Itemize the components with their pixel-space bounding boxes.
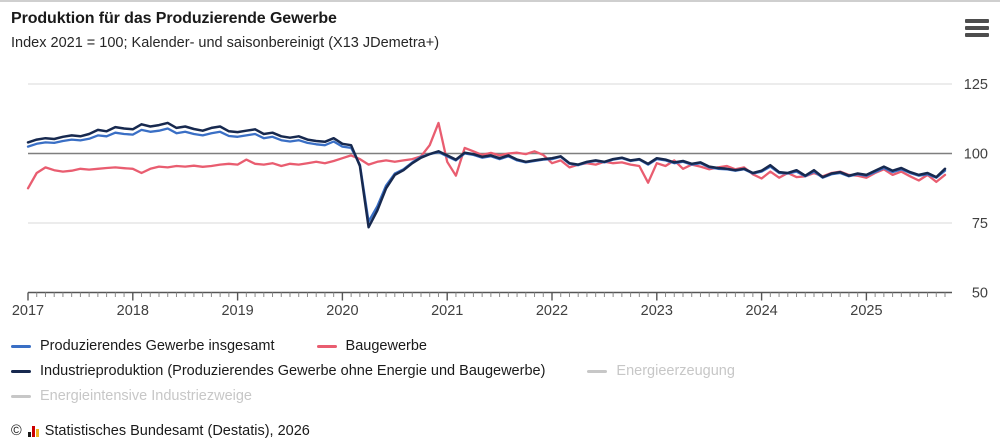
hamburger-icon (965, 33, 989, 37)
series-line-navy (26, 121, 947, 229)
source-text: Statistisches Bundesamt (Destatis), 2026 (44, 423, 310, 439)
legend-label: Energieintensive Industriezweige (40, 388, 252, 404)
legend-item-2[interactable]: Baugewerbe (316, 338, 427, 354)
chart-title: Produktion für das Produzierende Gewerbe (11, 10, 337, 27)
x-axis: 2017 2018 2019 2020 2021 2022 2023 2024 2025 (12, 291, 952, 319)
legend-swatch-icon (587, 369, 608, 373)
legend-label: Energieerzeugung (616, 363, 735, 379)
series-line-pink (26, 121, 947, 190)
legend-label: Industrieproduktion (Produzierendes Gewe… (40, 363, 546, 379)
legend-item-5[interactable]: Energieintensive Industriezweige (11, 388, 252, 404)
legend-item-3[interactable]: Industrieproduktion (Produzierendes Gewe… (11, 363, 545, 379)
x-axis-label: 2024 (745, 303, 777, 319)
y-axis-label: 50 (972, 286, 988, 302)
destatis-logo-icon (27, 425, 39, 437)
x-axis-label: 2023 (641, 303, 673, 319)
series-lines (26, 121, 947, 229)
legend-swatch-icon (11, 369, 31, 373)
copyright-symbol: © (11, 423, 22, 439)
x-axis-label: 2019 (221, 303, 253, 319)
y-axis: 50 75 100 125 (964, 77, 988, 302)
chart-canvas[interactable]: 2017 2018 2019 2020 2021 2022 2023 2024 2025 50 75… (0, 2, 1000, 332)
legend-item-4[interactable]: Energieerzeugung (587, 363, 735, 379)
chart-subtitle: Index 2021 = 100; Kalender- und saisonbe… (11, 35, 440, 51)
legend-swatch-icon (316, 344, 337, 348)
x-axis-label: 2021 (431, 303, 463, 319)
legend-swatch-icon (11, 344, 31, 348)
legend: Produzierendes Gewerbe insgesamt Baugewer… (11, 338, 956, 404)
legend-swatch-icon (11, 394, 31, 398)
legend-label: Produzierendes Gewerbe insgesamt (40, 338, 275, 354)
x-axis-label: 2018 (117, 303, 149, 319)
y-axis-label: 125 (964, 77, 988, 93)
hamburger-icon (965, 26, 989, 30)
x-axis-label: 2025 (850, 303, 882, 319)
hamburger-icon (965, 19, 989, 23)
legend-item-1[interactable]: Produzierendes Gewerbe insgesamt (11, 338, 275, 354)
y-axis-label: 75 (972, 216, 988, 232)
source-line: © Statistisches Bundesamt (Destatis), 20… (11, 423, 310, 439)
x-axis-label: 2017 (12, 303, 44, 319)
x-axis-label: 2020 (326, 303, 358, 319)
chart-menu-button[interactable] (965, 19, 989, 37)
y-axis-label: 100 (964, 147, 988, 163)
legend-label: Baugewerbe (345, 338, 427, 354)
x-axis-label: 2022 (536, 303, 568, 319)
